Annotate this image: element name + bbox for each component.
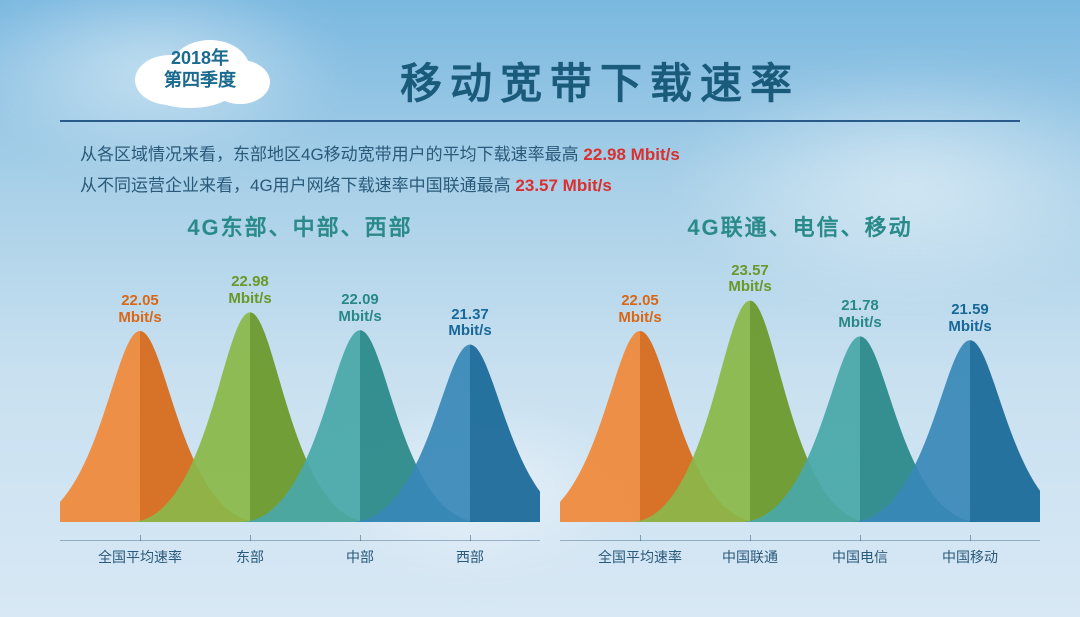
peak-value-label: 22.09Mbit/s xyxy=(338,292,381,325)
x-axis-right: 全国平均速率 中国联通 中国电信 中国移动 xyxy=(560,540,1040,570)
chart-region: 4G东部、中部、西部 22.05Mbit/s 22.98Mbit/s 22.09Mb… xyxy=(60,210,540,570)
description: 从各区域情况来看，东部地区4G移动宽带用户的平均下载速率最高 22.98 Mbi… xyxy=(80,140,680,201)
badge-line2: 第四季度 xyxy=(164,70,236,92)
peak-value-label: 22.98Mbit/s xyxy=(228,274,271,307)
chart-title-right: 4G联通、电信、移动 xyxy=(560,210,1040,242)
x-axis-label: 中部 xyxy=(346,547,374,567)
peak-value-label: 21.59Mbit/s xyxy=(948,302,991,335)
badge-line1: 2018年 xyxy=(171,48,229,70)
desc-line1-text: 从各区域情况来看，东部地区4G移动宽带用户的平均下载速率最高 xyxy=(80,145,583,164)
chart-plot-left: 22.05Mbit/s 22.98Mbit/s 22.09Mbit/s 21.37Mb… xyxy=(60,252,540,532)
desc-line2-value: 23.57 Mbit/s xyxy=(515,176,611,195)
peak-value-label: 23.57Mbit/s xyxy=(728,263,771,296)
page-title: 移动宽带下载速率 xyxy=(400,50,800,111)
x-axis-label: 中国联通 xyxy=(722,547,778,567)
divider xyxy=(60,120,1020,122)
x-axis-label: 西部 xyxy=(456,547,484,567)
x-axis-left: 全国平均速率 东部 中部 西部 xyxy=(60,540,540,570)
peak-value-label: 22.05Mbit/s xyxy=(118,293,161,326)
peak-value-label: 21.78Mbit/s xyxy=(838,298,881,331)
peak-value-label: 22.05Mbit/s xyxy=(618,293,661,326)
x-axis-label: 中国电信 xyxy=(832,547,888,567)
peak-value-label: 21.37Mbit/s xyxy=(448,307,491,340)
chart-carrier: 4G联通、电信、移动 22.05Mbit/s 23.57Mbit/s 21.78Mb… xyxy=(560,210,1040,570)
chart-title-left: 4G东部、中部、西部 xyxy=(60,210,540,242)
x-axis-label: 东部 xyxy=(236,547,264,567)
period-badge: 2018年 第四季度 xyxy=(120,30,280,110)
desc-line1-value: 22.98 Mbit/s xyxy=(583,145,679,164)
chart-plot-right: 22.05Mbit/s 23.57Mbit/s 21.78Mbit/s 21.59Mb… xyxy=(560,252,1040,532)
x-axis-label: 中国移动 xyxy=(942,547,998,567)
x-axis-label: 全国平均速率 xyxy=(98,547,182,567)
desc-line2-text: 从不同运营企业来看，4G用户网络下载速率中国联通最高 xyxy=(80,176,515,195)
x-axis-label: 全国平均速率 xyxy=(598,547,682,567)
